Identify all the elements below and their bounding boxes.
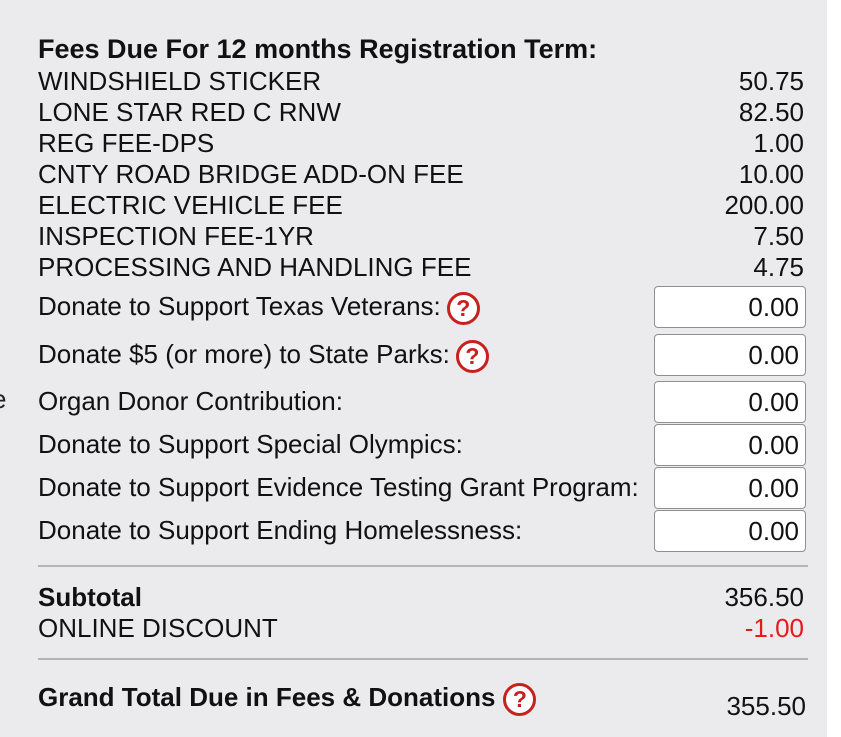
fee-amount: 1.00 (753, 128, 804, 158)
subtotal-amount: 356.50 (724, 582, 804, 612)
donation-label: Donate to Support Special Olympics: (38, 429, 463, 459)
page-right-edge (827, 0, 841, 737)
clipped-text: e (0, 384, 6, 415)
fee-label: LONE STAR RED C RNW (38, 97, 341, 127)
fee-label: CNTY ROAD BRIDGE ADD-ON FEE (38, 159, 464, 189)
fee-row-windshield-sticker: WINDSHIELD STICKER 50.75 (38, 66, 804, 97)
fee-label: REG FEE-DPS (38, 128, 215, 158)
special-olympics-donation-input[interactable] (654, 424, 806, 466)
fees-heading: Fees Due For 12 months Registration Term… (38, 34, 598, 64)
fee-amount: 10.00 (738, 159, 804, 189)
donation-row-evidence-testing: Donate to Support Evidence Testing Grant… (38, 467, 806, 509)
divider (38, 658, 808, 660)
fee-amount: 50.75 (738, 66, 804, 96)
fee-amount: 82.50 (738, 97, 804, 127)
fee-row-inspection: INSPECTION FEE-1YR 7.50 (38, 221, 804, 252)
fee-row-lone-star-red: LONE STAR RED C RNW 82.50 (38, 97, 804, 128)
donation-row-state-parks: Donate $5 (or more) to State Parks:? (38, 334, 806, 376)
fee-label: ELECTRIC VEHICLE FEE (38, 190, 343, 220)
discount-row: ONLINE DISCOUNT -1.00 (38, 613, 804, 644)
subtotal-row: Subtotal 356.50 (38, 582, 804, 613)
fee-row-reg-fee-dps: REG FEE-DPS 1.00 (38, 128, 804, 159)
fee-label: PROCESSING AND HANDLING FEE (38, 252, 472, 282)
donation-label: Donate to Support Evidence Testing Grant… (38, 472, 639, 502)
donation-row-special-olympics: Donate to Support Special Olympics: (38, 424, 806, 466)
grand-total-row: Grand Total Due in Fees & Donations? 355… (38, 680, 806, 721)
grand-total-amount: 355.50 (726, 691, 806, 721)
fee-amount: 4.75 (753, 252, 804, 282)
question-circle-icon[interactable]: ? (455, 339, 489, 373)
discount-label: ONLINE DISCOUNT (38, 613, 278, 643)
divider (38, 565, 808, 567)
subtotal-label: Subtotal (38, 582, 142, 612)
homelessness-donation-input[interactable] (654, 510, 806, 552)
donation-label: Donate to Support Ending Homelessness: (38, 515, 523, 545)
fee-label: WINDSHIELD STICKER (38, 66, 322, 96)
question-circle-icon[interactable]: ? (503, 682, 537, 716)
fee-row-electric-vehicle: ELECTRIC VEHICLE FEE 200.00 (38, 190, 804, 221)
grand-total-label: Grand Total Due in Fees & Donations? (38, 680, 537, 716)
fee-label: INSPECTION FEE-1YR (38, 221, 314, 251)
donation-row-veterans: Donate to Support Texas Veterans:? (38, 286, 806, 328)
organ-donor-donation-input[interactable] (654, 381, 806, 423)
evidence-testing-donation-input[interactable] (654, 467, 806, 509)
donation-label: Organ Donor Contribution: (38, 386, 343, 416)
donation-label: Donate to Support Texas Veterans:? (38, 290, 480, 325)
question-circle-icon[interactable]: ? (446, 291, 480, 325)
donation-row-homelessness: Donate to Support Ending Homelessness: (38, 510, 806, 552)
fee-amount: 7.50 (753, 221, 804, 251)
discount-amount: -1.00 (744, 613, 804, 643)
fee-row-processing: PROCESSING AND HANDLING FEE 4.75 (38, 252, 804, 283)
veterans-donation-input[interactable] (654, 286, 806, 328)
state-parks-donation-input[interactable] (654, 334, 806, 376)
fee-amount: 200.00 (724, 190, 804, 220)
fee-row-road-bridge: CNTY ROAD BRIDGE ADD-ON FEE 10.00 (38, 159, 804, 190)
donation-label: Donate $5 (or more) to State Parks:? (38, 338, 489, 373)
donation-row-organ-donor: Organ Donor Contribution: (38, 381, 806, 423)
